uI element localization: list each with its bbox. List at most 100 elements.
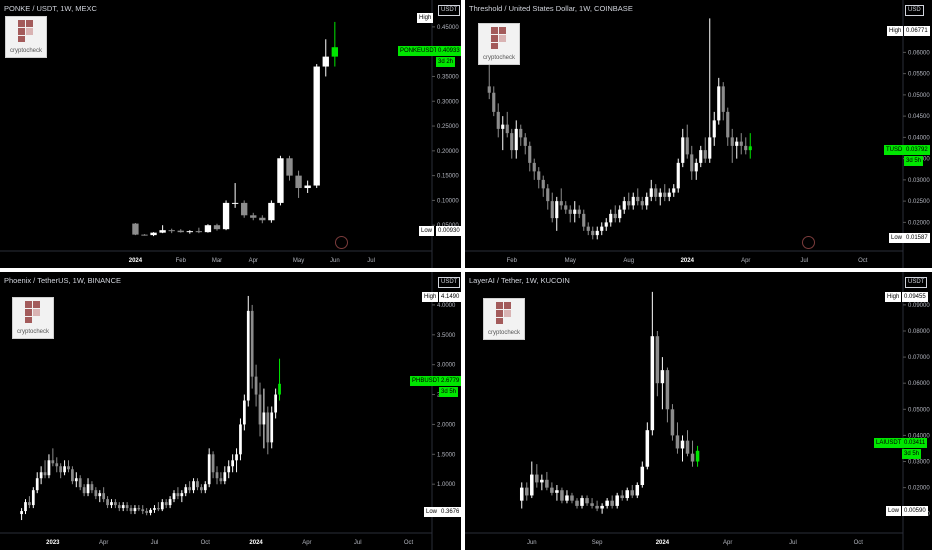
candle-body [331, 47, 339, 57]
candle-body [649, 188, 653, 197]
candle-body [295, 175, 302, 189]
high-label: High [887, 26, 904, 36]
candle-body [695, 450, 700, 462]
candle-body [555, 201, 559, 219]
candle-body [672, 188, 676, 193]
y-tick-label: 0.05000 [908, 93, 930, 99]
candle-body [31, 490, 35, 506]
candle-body [195, 231, 203, 233]
candle-body [159, 230, 166, 233]
y-tick-label: 0.10000 [437, 198, 459, 204]
candle-body [55, 463, 59, 467]
y-tick-label: 0.08000 [908, 329, 930, 335]
currency-unit[interactable]: USDT [905, 277, 928, 288]
candle-body [665, 370, 670, 410]
chart-panel-threshold[interactable]: 0.060000.055000.050000.045000.040000.035… [465, 0, 932, 268]
currency-unit[interactable]: USDT [438, 277, 461, 288]
candle-body [703, 150, 707, 159]
high-value: 4.1490 [439, 292, 461, 302]
low-value: 0.01587 [904, 233, 930, 243]
x-tick-label: Sep [592, 540, 603, 546]
last-symbol-label: PONKEUSDT [398, 46, 440, 56]
candle-body [149, 509, 152, 513]
candle-body [748, 146, 752, 151]
candle-body [157, 508, 160, 510]
y-tick-label: 0.09000 [908, 303, 930, 309]
candle-body [712, 120, 716, 138]
logo-text: cryptocheck [9, 48, 42, 54]
y-tick-label: 3.0000 [437, 363, 456, 369]
cryptocheck-logo-icon [491, 27, 506, 49]
ponke-chart-svg: 0.450000.400000.350000.300000.250000.200… [0, 0, 459, 268]
logo-text: cryptocheck [487, 330, 520, 336]
candle-body [199, 487, 203, 491]
candle-body [39, 472, 43, 479]
candle-body [595, 230, 599, 236]
cryptocheck-logo: cryptocheck [478, 23, 520, 65]
candle-body [730, 137, 734, 146]
x-tick-label: Aug [623, 258, 634, 264]
candle-body [528, 145, 532, 163]
chart-panel-ponke[interactable]: 0.450000.400000.350000.300000.250000.200… [0, 0, 461, 268]
y-tick-label: 1.5000 [437, 452, 456, 458]
candle-body [600, 505, 604, 509]
candle-body [137, 508, 141, 510]
low-label: Low [889, 233, 905, 243]
candle-body [717, 86, 721, 121]
replay-indicator-icon[interactable] [802, 236, 815, 249]
y-tick-label: 0.07000 [908, 355, 930, 361]
candle-body [71, 469, 74, 482]
candle-body [94, 490, 98, 497]
replay-indicator-icon[interactable] [335, 236, 348, 249]
y-tick-label: 0.03000 [908, 178, 930, 184]
chart-title: Threshold / United States Dollar, 1W, CO… [469, 4, 633, 13]
candle-body [505, 124, 509, 134]
chart-title: PONKE / USDT, 1W, MEXC [4, 4, 97, 13]
last-price-label: 0.03792 [904, 145, 930, 155]
candle-body [141, 234, 148, 236]
y-tick-label: 0.04500 [908, 114, 930, 120]
y-tick-label: 0.04000 [908, 433, 930, 439]
x-tick-label: Jun [527, 540, 537, 546]
candle-body [660, 370, 665, 384]
candle-body [239, 424, 242, 455]
x-tick-label: Feb [507, 258, 518, 264]
y-tick-label: 3.5000 [437, 333, 456, 339]
last-price-label: 0.03411 [902, 438, 928, 448]
y-tick-label: 0.02000 [908, 486, 930, 492]
candle-body [625, 490, 629, 499]
x-tick-label: May [565, 258, 576, 264]
x-tick-label: Apr [249, 258, 258, 264]
currency-unit[interactable]: USD [905, 5, 924, 16]
candle-body [219, 478, 223, 482]
x-tick-label: Jun [330, 258, 340, 264]
candle-body [35, 478, 39, 491]
candle-body [203, 484, 207, 491]
candle-body [176, 493, 180, 497]
candle-body [523, 137, 527, 146]
last-price-label: 0.40933 [436, 46, 461, 56]
y-tick-label: 2.0000 [437, 422, 456, 428]
x-tick-label: Oct [201, 540, 211, 546]
candle-body [168, 499, 172, 506]
candle-body [676, 162, 680, 189]
high-label: High [417, 13, 434, 23]
candle-body [604, 222, 608, 227]
chart-panel-phoenix[interactable]: 4.00003.50003.00002.50002.00001.50001.00… [0, 272, 461, 550]
y-tick-label: 0.30000 [437, 99, 459, 105]
candle-body [580, 498, 584, 506]
currency-unit[interactable]: USDT [438, 5, 461, 16]
low-label: Low [424, 507, 440, 517]
candle-body [492, 92, 496, 112]
candle-body [114, 502, 117, 506]
candle-body [537, 171, 541, 180]
candle-body [177, 230, 184, 233]
candle-body [28, 502, 31, 506]
chart-panel-layerai[interactable]: 0.09000 0.08000 0.07000 0.06000 0.05000 0.040… [465, 272, 932, 550]
candle-body [699, 150, 703, 163]
chart-title: LayerAI / Tether, 1W, KUCOIN [469, 276, 570, 285]
x-tick-label: May [293, 258, 304, 264]
candle-body [258, 394, 262, 425]
last-symbol-label: LAIUSDT [874, 438, 904, 448]
countdown-label: 3d 2h [436, 57, 456, 67]
